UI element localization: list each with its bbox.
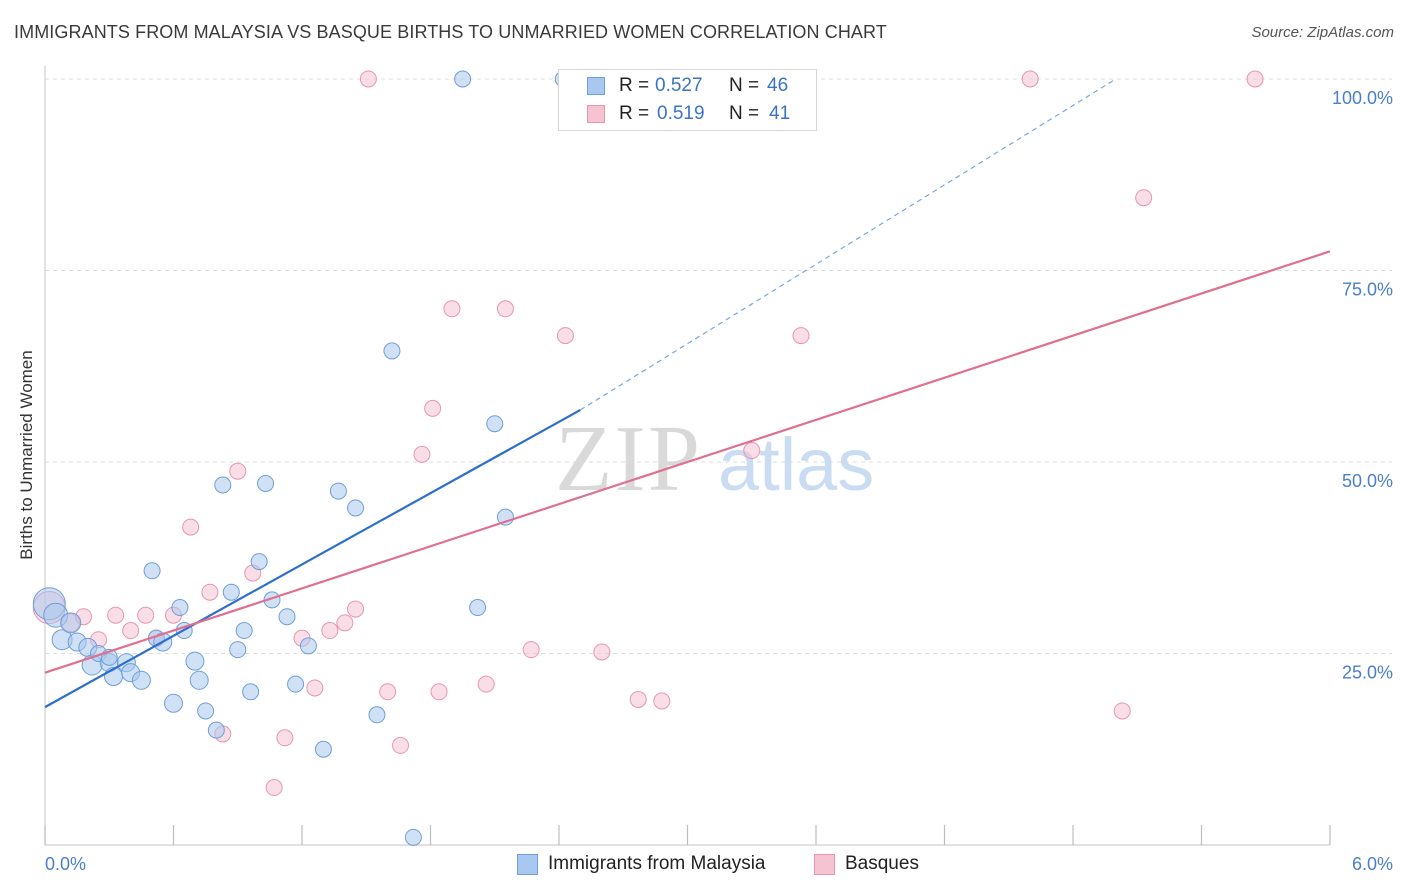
y-axis-label: Births to Unmarried Women (17, 350, 36, 559)
bottom-legend-label-basques: Basques (845, 853, 919, 874)
tick-labels: 0.0% 6.0% 100.0% 75.0% 50.0% 25.0% (45, 88, 1393, 874)
basques-point (443, 300, 461, 318)
legend-r-label: R = (619, 75, 650, 96)
legend-r-label: R = (619, 103, 650, 124)
malaysia-point (164, 693, 183, 713)
basques-point (107, 606, 125, 624)
basques-point (424, 399, 442, 417)
legend-n-value: 41 (769, 103, 791, 124)
basques-point (336, 614, 354, 632)
watermark-atlas: atlas (718, 423, 874, 506)
bottom-legend-label-malaysia: Immigrants from Malaysia (548, 853, 766, 874)
malaysia-point (347, 499, 365, 517)
basques-point (1021, 70, 1039, 88)
malaysia-point (242, 683, 260, 701)
legend-swatch-malaysia (587, 77, 605, 95)
basques-point (629, 690, 647, 708)
malaysia-point (214, 476, 232, 494)
basques-point (792, 327, 810, 345)
malaysia-point (250, 553, 268, 571)
basques-point (182, 518, 200, 536)
basques-point (229, 462, 247, 480)
legend-n-value: 46 (767, 75, 789, 96)
malaysia-point (189, 670, 209, 690)
trend-lines (44, 78, 1331, 709)
basques-point (593, 643, 611, 661)
basques-point (359, 70, 377, 88)
basques-point (321, 622, 339, 640)
basques-point (392, 736, 410, 754)
malaysia-point (287, 675, 305, 693)
malaysia-point (222, 583, 240, 601)
basques-point (347, 600, 365, 618)
y-tick-label: 25.0% (1342, 663, 1393, 683)
malaysia-point (143, 562, 161, 580)
malaysia-point (278, 608, 296, 626)
basques-point (1113, 702, 1131, 720)
malaysia-point (404, 828, 422, 846)
basques-point (743, 442, 761, 460)
basques-point (201, 583, 219, 601)
y-tick-label: 100.0% (1332, 88, 1393, 108)
malaysia-point (207, 721, 225, 739)
legend-n-label: N = (729, 75, 760, 96)
malaysia-point (131, 670, 151, 690)
y-tick-label: 50.0% (1342, 471, 1393, 491)
malaysia-point (299, 637, 317, 655)
malaysia-point (257, 474, 275, 492)
malaysia-point (229, 641, 247, 659)
malaysia-point (383, 342, 401, 360)
basques-point (137, 606, 155, 624)
source-credit: Source: ZipAtlas.com (1251, 24, 1394, 41)
legend-swatch-basques (587, 105, 605, 123)
malaysia-trend-line (44, 408, 581, 709)
y-tick-label: 75.0% (1342, 280, 1393, 300)
basques-point (496, 300, 514, 318)
basques-point (413, 445, 431, 463)
basques-point (276, 729, 294, 747)
legend-row-malaysia: R = 0.527 N = 46 (559, 73, 816, 101)
malaysia-point (368, 706, 386, 724)
basques-point (379, 683, 397, 701)
series-malaysia-points (32, 70, 572, 846)
malaysia-point (235, 622, 253, 640)
stats-legend: R = 0.527 N = 46 R = 0.519 N = 41 (558, 69, 817, 131)
watermark: ZIP atlas (555, 407, 874, 511)
basques-point (477, 675, 495, 693)
x-tick-label: 6.0% (1352, 854, 1393, 874)
basques-point (430, 683, 448, 701)
bottom-legend-swatch-basques (814, 854, 835, 875)
legend-r-value: 0.527 (655, 75, 703, 96)
malaysia-point (171, 599, 189, 617)
malaysia-point (314, 740, 332, 758)
basques-trend-line (44, 250, 1331, 674)
malaysia-point (486, 415, 504, 433)
malaysia-point (329, 482, 347, 500)
basques-point (1135, 189, 1153, 207)
axes (44, 66, 1331, 846)
chart-title: IMMIGRANTS FROM MALAYSIA VS BASQUE BIRTH… (14, 22, 887, 42)
malaysia-point (197, 702, 215, 720)
basques-point (122, 622, 140, 640)
basques-point (653, 692, 671, 710)
malaysia-point (469, 599, 487, 617)
basques-point (522, 641, 540, 659)
malaysia-point (185, 651, 205, 671)
basques-point (306, 679, 324, 697)
legend-r-value: 0.519 (657, 103, 705, 124)
basques-point (556, 327, 574, 345)
legend-n-label: N = (729, 103, 760, 124)
bottom-legend-swatch-malaysia (517, 854, 538, 875)
basques-point (265, 779, 283, 797)
x-tick-label: 0.0% (45, 854, 86, 874)
malaysia-point (454, 70, 472, 88)
malaysia-trend-extension (580, 78, 1117, 411)
watermark-zip: ZIP (555, 407, 702, 511)
malaysia-point (60, 612, 82, 634)
legend-row-basques: R = 0.519 N = 41 (559, 101, 816, 129)
basques-point (1246, 70, 1264, 88)
